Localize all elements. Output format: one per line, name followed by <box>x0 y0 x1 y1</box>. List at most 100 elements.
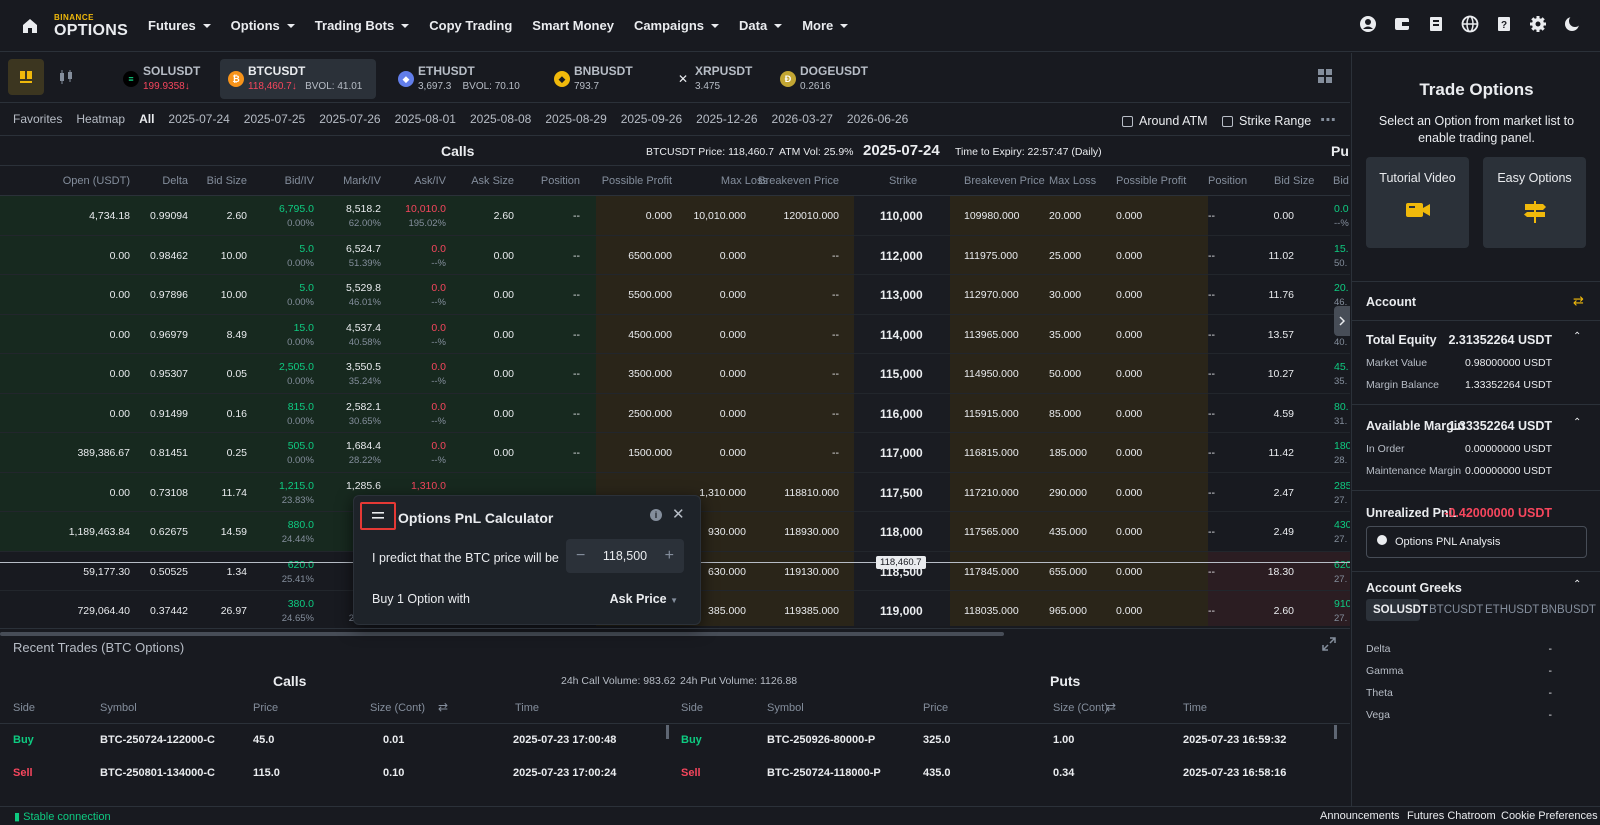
cell-open[interactable]: 0.00 <box>109 407 130 420</box>
cell-bid-iv[interactable]: 25.41% <box>281 573 314 585</box>
cell-put-bid-size[interactable]: 10.27 <box>1267 368 1294 380</box>
option-chain-row[interactable]: 0.00 0.73108 11.74 1,215.0 23.83% 1,285.6 1,31… <box>0 472 1350 512</box>
date-tab[interactable]: Heatmap <box>76 112 126 126</box>
cell-possible-profit[interactable]: 0.000 <box>645 210 672 222</box>
symbol-card-xrpusdt[interactable]: ✕ XRPUSDT 3.475 <box>667 59 763 99</box>
info-icon[interactable]: i <box>650 509 662 521</box>
cell-put-max-loss[interactable]: 435.000 <box>1049 526 1087 538</box>
cell-put-bid-size[interactable]: 13.57 <box>1267 328 1294 341</box>
cell-put-bid[interactable]: 45. <box>1334 361 1349 373</box>
cell-put-max-loss[interactable]: 25.000 <box>1049 249 1082 262</box>
cell-mark[interactable]: 1,684.4 <box>345 440 381 452</box>
cell-delta[interactable]: 0.73108 <box>150 486 188 499</box>
cell-put-breakeven[interactable]: 117565.000 <box>964 526 1019 538</box>
cell-put-breakeven[interactable]: 115915.000 <box>964 407 1019 420</box>
cell-put-breakeven[interactable]: 114950.000 <box>964 368 1019 380</box>
cell-position[interactable]: -- <box>573 249 580 262</box>
cell-put-possible-profit[interactable]: 0.000 <box>1116 605 1143 617</box>
expand-right-chevron-icon[interactable] <box>1334 306 1350 336</box>
date-tab[interactable]: 2025-07-25 <box>243 112 306 126</box>
date-tab[interactable]: 2026-06-26 <box>846 112 909 126</box>
date-tab[interactable]: 2025-08-29 <box>545 112 607 126</box>
symbol-card-ethusdt[interactable]: ◆ ETHUSDT 3,697.3 BVOL: 70.10 <box>390 59 540 99</box>
date-tab[interactable]: 2026-03-27 <box>771 112 833 126</box>
transfer-icon[interactable]: ⇄ <box>1573 293 1584 308</box>
cell-put-bid-size[interactable]: 4.59 <box>1273 407 1294 420</box>
cell-put-max-loss[interactable]: 290.000 <box>1049 486 1087 499</box>
cell-bid-size[interactable]: 8.49 <box>226 328 247 341</box>
cell-strike[interactable]: 115,000 <box>880 367 923 381</box>
cell-open[interactable]: 0.00 <box>109 289 130 301</box>
collapse-chevron-icon[interactable]: ⌃ <box>1573 579 1582 590</box>
trade-symbol[interactable]: BTC-250724-122000-C <box>100 734 215 746</box>
cell-ask-iv[interactable]: --% <box>431 376 446 387</box>
cell-put-bid[interactable]: 15. <box>1334 242 1349 255</box>
drag-handle-menu-icon[interactable] <box>360 502 396 530</box>
cell-put-bid-size[interactable]: 0.00 <box>1273 210 1294 222</box>
symbol-card-solusdt[interactable]: ≡ SOLUSDT 199.9358↓ <box>115 59 215 99</box>
col-delta[interactable]: Delta <box>162 175 188 187</box>
cell-put-max-loss[interactable]: 965.000 <box>1049 605 1087 617</box>
cell-possible-profit[interactable]: 3500.000 <box>628 368 672 380</box>
cell-strike[interactable]: 118,000 <box>880 525 923 539</box>
cell-put-bid-size[interactable]: 2.49 <box>1273 526 1294 538</box>
cell-bid[interactable]: 5.0 <box>299 242 314 255</box>
col-put-position[interactable]: Position <box>1208 175 1248 187</box>
trade-symbol[interactable]: BTC-250801-134000-C <box>100 767 215 779</box>
cell-put-max-loss[interactable]: 85.000 <box>1049 407 1082 420</box>
cell-put-max-loss[interactable]: 30.000 <box>1049 289 1082 301</box>
close-icon[interactable]: ✕ <box>672 506 685 523</box>
cell-delta[interactable]: 0.62675 <box>150 526 188 538</box>
binance-options-logo[interactable]: BINANCE OPTIONS <box>54 11 128 41</box>
col-position[interactable]: Position <box>540 175 580 187</box>
cell-ask-iv[interactable]: 195.02% <box>408 218 446 229</box>
cell-bid-size[interactable]: 0.16 <box>226 407 247 420</box>
cell-ask[interactable]: 0.0 <box>431 440 446 452</box>
col-bid-iv[interactable]: Bid/IV <box>284 175 314 187</box>
cell-max-loss[interactable]: 0.000 <box>719 368 746 380</box>
cell-put-position[interactable]: -- <box>1208 210 1215 222</box>
cell-bid-size[interactable]: 0.25 <box>226 447 247 459</box>
date-tab[interactable]: 2025-12-26 <box>696 112 758 126</box>
cell-put-position[interactable]: -- <box>1208 328 1215 341</box>
cell-ask[interactable]: 0.0 <box>431 321 446 334</box>
cell-bid-iv[interactable]: 0.00% <box>287 336 314 348</box>
cell-open[interactable]: 0.00 <box>109 368 130 380</box>
cell-ask-size[interactable]: 0.00 <box>493 328 514 341</box>
nav-campaigns[interactable]: Campaigns <box>634 18 720 33</box>
cell-breakeven[interactable]: 120010.000 <box>783 210 839 222</box>
cell-ask-iv[interactable]: --% <box>431 297 446 308</box>
theme-moon-icon[interactable] <box>1562 14 1582 34</box>
announcements-link[interactable]: Announcements <box>1320 810 1400 822</box>
col-put-bid-size[interactable]: Bid Size <box>1274 175 1315 187</box>
cell-breakeven[interactable]: -- <box>832 328 839 341</box>
nav-copy-trading[interactable]: Copy Trading <box>429 18 513 33</box>
date-tab[interactable]: 2025-08-08 <box>469 112 532 126</box>
date-tab[interactable]: 2025-07-24 <box>168 112 230 126</box>
tutorial-video-card[interactable]: Tutorial Video <box>1366 157 1469 248</box>
option-chain-row[interactable]: 0.00 0.98462 10.00 5.0 0.00% 6,524.7 51.39% 0.0… <box>0 235 1350 275</box>
cell-put-breakeven[interactable]: 118035.000 <box>964 605 1019 617</box>
cell-put-bid-size[interactable]: 11.76 <box>1268 289 1295 301</box>
cell-open[interactable]: 59,177.30 <box>83 565 130 578</box>
cell-breakeven[interactable]: 119130.000 <box>784 565 839 578</box>
cell-mark[interactable]: 6,524.7 <box>345 242 381 255</box>
cell-ask-iv[interactable]: --% <box>431 257 446 269</box>
cell-put-breakeven[interactable]: 112970.000 <box>964 289 1019 301</box>
greek-tab-solusdt[interactable]: SOLUSDT <box>1373 604 1428 616</box>
easy-options-card[interactable]: Easy Options <box>1483 157 1586 248</box>
cell-position[interactable]: -- <box>573 210 580 222</box>
greek-tab-btcusdt[interactable]: BTCUSDT <box>1429 604 1484 616</box>
cell-delta[interactable]: 0.81451 <box>150 447 188 459</box>
predicted-price-input[interactable]: 118,500 <box>602 549 648 563</box>
more-options-icon[interactable]: ⋯ <box>1320 112 1336 129</box>
cell-put-bid[interactable]: 180 <box>1334 440 1350 452</box>
cell-strike[interactable]: 110,000 <box>880 209 923 223</box>
nav-smart-money[interactable]: Smart Money <box>532 18 614 33</box>
calls-scrollbar[interactable] <box>666 725 669 739</box>
cell-breakeven[interactable]: 119385.000 <box>784 605 839 617</box>
plus-icon[interactable]: + <box>664 547 674 564</box>
cell-breakeven[interactable]: -- <box>832 368 839 380</box>
cell-possible-profit[interactable]: 4500.000 <box>628 328 672 341</box>
cell-bid-size[interactable]: 10.00 <box>220 249 247 262</box>
